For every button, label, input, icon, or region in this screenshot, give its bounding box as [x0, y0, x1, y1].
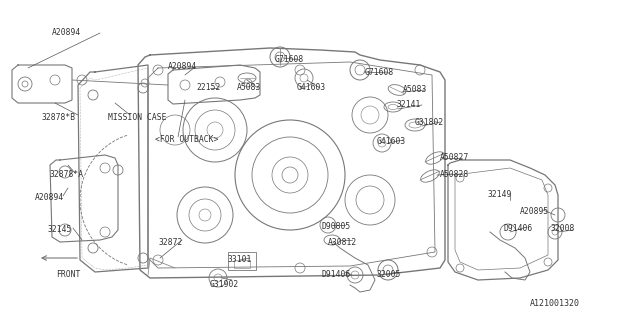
Text: A20894: A20894	[52, 28, 81, 37]
Text: 32008: 32008	[551, 224, 575, 233]
Bar	[234, 260, 250, 268]
Text: 32872: 32872	[159, 238, 184, 247]
Text: D91406: D91406	[503, 224, 532, 233]
Text: D91406: D91406	[322, 270, 351, 279]
Text: A50828: A50828	[440, 170, 469, 179]
Text: 32005: 32005	[377, 270, 401, 279]
Text: G71608: G71608	[275, 55, 304, 64]
Text: <FOR OUTBACK>: <FOR OUTBACK>	[155, 135, 218, 144]
Text: A121001320: A121001320	[530, 299, 580, 308]
Text: 32149: 32149	[488, 190, 513, 199]
Text: MISSION CASE: MISSION CASE	[108, 113, 166, 122]
Text: A20894: A20894	[35, 193, 64, 202]
Text: A20895: A20895	[520, 207, 549, 216]
Text: A30812: A30812	[328, 238, 357, 247]
Text: A20894: A20894	[168, 62, 197, 71]
Text: 32145: 32145	[48, 225, 72, 234]
Text: 32878*A: 32878*A	[50, 170, 84, 179]
Text: 33101: 33101	[228, 255, 252, 264]
Text: G41603: G41603	[297, 83, 326, 92]
Bar	[228, 252, 256, 270]
Text: G31802: G31802	[415, 118, 444, 127]
Text: G41603: G41603	[377, 137, 406, 146]
Text: D90805: D90805	[321, 222, 350, 231]
Text: G71608: G71608	[365, 68, 394, 77]
Text: FRONT: FRONT	[56, 270, 80, 279]
Text: G31902: G31902	[210, 280, 239, 289]
Text: A5083: A5083	[237, 83, 261, 92]
Text: 32141: 32141	[397, 100, 421, 109]
Text: A50827: A50827	[440, 153, 469, 162]
Text: A5083: A5083	[403, 85, 428, 94]
Text: 32878*B: 32878*B	[42, 113, 76, 122]
Text: 22152: 22152	[196, 83, 220, 92]
